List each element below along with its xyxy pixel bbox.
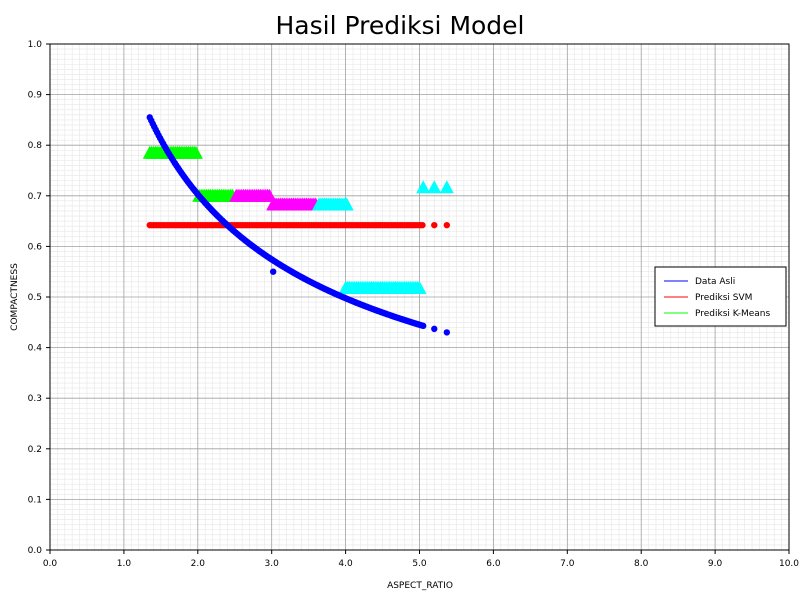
legend-label-svm: Prediksi SVM: [695, 293, 752, 303]
y-tick-label: 0.8: [28, 141, 43, 151]
data-asli-point: [443, 329, 451, 336]
x-tick-label: 3.0: [265, 559, 280, 569]
legend-label-kmeans: Prediksi K-Means: [695, 309, 771, 319]
y-tick-label: 0.1: [28, 495, 42, 505]
y-tick-label: 0.6: [28, 242, 43, 252]
y-tick-label: 0.4: [28, 344, 43, 354]
series-data-asli-marks: [146, 114, 451, 336]
x-axis-label: ASPECT_RATIO: [387, 581, 453, 591]
y-tick-label: 0.9: [28, 91, 43, 101]
legend: Data Asli Prediksi SVM Prediksi K-Means: [654, 266, 787, 327]
y-tick-label: 0.0: [28, 546, 43, 556]
data-asli-point: [269, 268, 277, 275]
kmeans-triangle-point: [416, 180, 431, 194]
kmeans-triangle-point: [439, 180, 454, 194]
y-tick-label: 0.3: [28, 394, 42, 404]
legend-label-data-asli: Data Asli: [695, 277, 735, 287]
x-tick-label: 6.0: [486, 559, 501, 569]
x-tick-label: 9.0: [708, 559, 723, 569]
kmeans-triangle-point: [188, 145, 203, 159]
y-tick-label: 1.0: [28, 40, 43, 50]
x-tick-label: 4.0: [338, 559, 353, 569]
kmeans-triangle-point: [339, 197, 354, 211]
y-axis-label: COMPACTNESS: [10, 263, 20, 331]
x-tick-label: 7.0: [560, 559, 575, 569]
series-kmeans-marks: [142, 145, 454, 294]
x-tick-label: 2.0: [191, 559, 206, 569]
svm-point: [419, 221, 426, 229]
svm-point: [431, 221, 438, 229]
x-tick-label: 10.0: [779, 559, 799, 569]
x-tick-label: 5.0: [412, 559, 427, 569]
kmeans-triangle-point: [412, 280, 427, 294]
x-tick-label: 1.0: [117, 559, 132, 569]
y-axis-ticks: 0.0 0.1 0.2 0.3 0.4 0.5 0.6 0.7 0.8 0.9 1.0: [28, 40, 50, 556]
kmeans-triangle-point: [427, 180, 442, 194]
y-tick-label: 0.7: [28, 192, 42, 202]
chart-title: Hasil Prediksi Model: [276, 11, 525, 40]
data-asli-point: [419, 322, 427, 330]
data-asli-point: [431, 325, 438, 333]
y-tick-label: 0.5: [28, 293, 42, 303]
y-tick-label: 0.2: [28, 445, 42, 455]
x-axis-ticks: 0.0 1.0 2.0 3.0 4.0 5.0 6.0 7.0 8.0 9.0 10.0: [43, 550, 799, 569]
series-svm-marks: [146, 221, 451, 229]
x-tick-label: 0.0: [43, 559, 58, 569]
x-tick-label: 8.0: [634, 559, 649, 569]
svm-point: [443, 221, 451, 229]
